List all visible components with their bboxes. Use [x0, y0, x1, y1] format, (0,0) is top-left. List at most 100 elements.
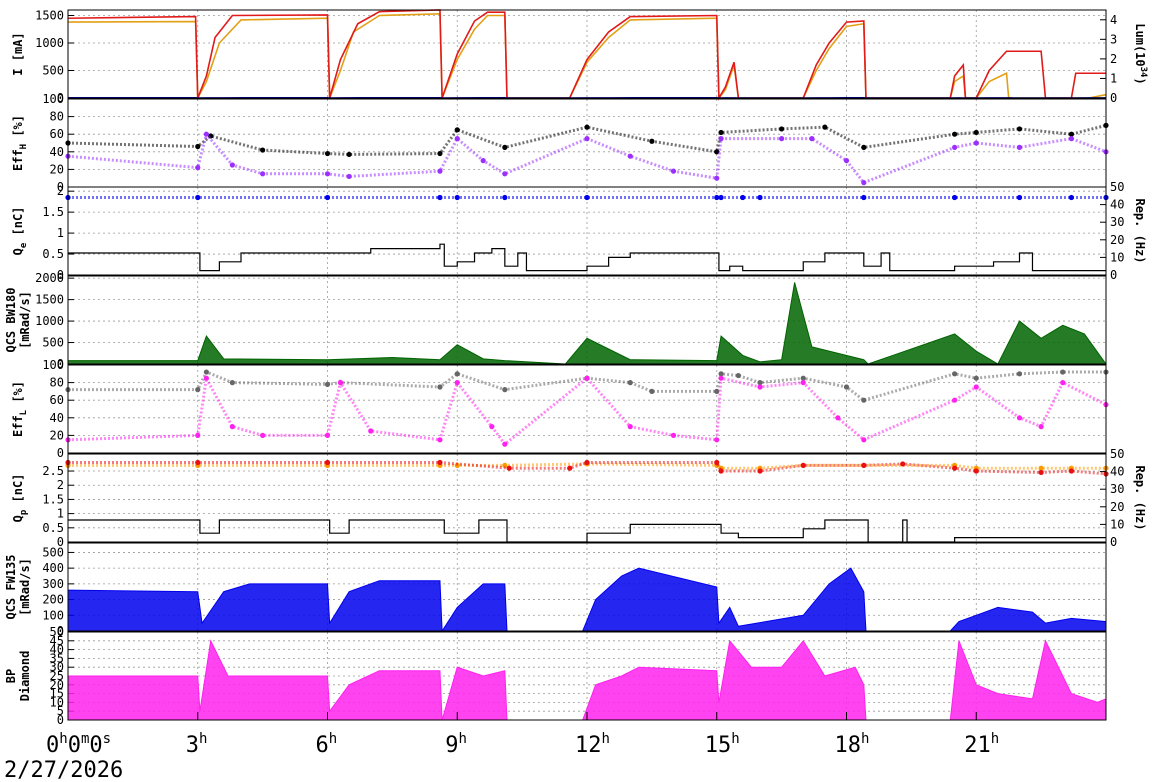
- panel-frame: [67, 275, 1107, 365]
- y-tick-label: 0: [57, 624, 64, 638]
- right-tick-label: 1: [1110, 71, 1117, 85]
- y-axis-label: QCS FW135[mRad/s]: [4, 554, 32, 619]
- y-tick-label: 1500: [35, 293, 64, 307]
- y-tick-label: 80: [50, 376, 64, 390]
- y-tick-label: 1: [57, 507, 64, 521]
- y-tick-label: 45: [50, 634, 64, 648]
- series-line: [68, 519, 1106, 543]
- y-tick-label: 2: [57, 478, 64, 492]
- y-tick-label: 0: [57, 357, 64, 371]
- y-axis-label: QCS BW180[mRad/s]: [4, 287, 32, 352]
- right-tick-label: 0: [1110, 268, 1117, 282]
- series-q-p-red: [65, 459, 1109, 477]
- y-tick-label: 5: [57, 704, 64, 718]
- y-tick-label: 0: [57, 535, 64, 549]
- panel-qe: 0 0.5 1 1.5 2 Qe [nC] 0 10 20 30 40 50 Rep. (Hz): [11, 180, 1147, 282]
- panel-frame: [67, 542, 1107, 632]
- right-tick-label: 3: [1110, 32, 1117, 46]
- series-trace: [67, 123, 1107, 156]
- right-axis-label: Rep. (Hz): [1133, 465, 1147, 530]
- x-axis: 0h0m0s 3h 6h 9h 12h 15h 18h 21h: [46, 712, 999, 758]
- y-tick-label: 400: [42, 561, 64, 575]
- x-tick-label: 15h: [705, 731, 740, 758]
- y-tick-label: 50: [50, 625, 64, 639]
- right-tick-label: 10: [1110, 517, 1124, 531]
- y-tick-label: 200: [42, 593, 64, 607]
- x-tick-label: 9h: [445, 731, 467, 758]
- y-tick-label: 500: [42, 545, 64, 559]
- x-tick-label: 21h: [964, 731, 999, 758]
- y-tick-label: 2000: [35, 271, 64, 285]
- series-bp-diamond-dose: [67, 639, 1107, 721]
- y-tick-label: 20: [50, 678, 64, 692]
- panel-effL: 0 20 40 60 80 100 EffL [%]: [11, 358, 1109, 460]
- y-tick-label: 1500: [35, 9, 64, 23]
- series-line: [67, 9, 1106, 101]
- y-tick-label: 0: [57, 446, 64, 460]
- y-tick-label: 60: [50, 393, 64, 407]
- right-tick-label: 30: [1110, 215, 1124, 229]
- y-tick-label: 30: [50, 660, 64, 674]
- series-qcs-bw180-dose: [67, 282, 1107, 365]
- y-tick-label: 1000: [35, 314, 64, 328]
- y-axis-label: BPDiamond: [4, 651, 32, 702]
- right-tick-label: 0: [1110, 91, 1117, 105]
- right-axis-label: Lum(1034): [1133, 23, 1148, 84]
- y-tick-label: 1.5: [42, 492, 64, 506]
- y-tick-label: 40: [50, 643, 64, 657]
- y-tick-label: 0.5: [42, 247, 64, 261]
- panel-frame: [67, 453, 1107, 543]
- y-tick-label: 0.5: [42, 521, 64, 535]
- panel-effH: 0 20 40 60 80 100 EffH [%]: [11, 92, 1109, 194]
- y-tick-label: 1000: [35, 36, 64, 50]
- y-tick-label: 40: [50, 411, 64, 425]
- panel-frame: [67, 186, 1107, 276]
- y-tick-label: 60: [50, 127, 64, 141]
- y-axis-label: Qp [nC]: [11, 474, 29, 523]
- right-tick-label: 50: [1110, 180, 1124, 194]
- y-tick-label: 1: [57, 226, 64, 240]
- y-tick-label: 35: [50, 651, 64, 665]
- panel-current: 0 500 1000 1500 I [mA] 0 1 2 3 4 Lum(1034): [11, 9, 1148, 106]
- series-trace: [68, 370, 1106, 402]
- y-tick-label: 100: [42, 92, 64, 106]
- y-axis-label: EffL [%]: [11, 381, 29, 437]
- y-tick-label: 1.5: [42, 205, 64, 219]
- y-tick-label: 2: [57, 184, 64, 198]
- right-tick-label: 40: [1110, 198, 1124, 212]
- y-tick-label: 2.5: [42, 464, 64, 478]
- right-tick-label: 40: [1110, 465, 1124, 479]
- series-q-e: [65, 194, 1109, 201]
- series-trace: [68, 461, 1107, 476]
- y-tick-label: 10: [50, 695, 64, 709]
- right-tick-label: 0: [1110, 535, 1117, 549]
- y-tick-label: 300: [42, 577, 64, 591]
- right-tick-label: 50: [1110, 447, 1124, 461]
- series-eff-l-gray: [65, 369, 1109, 403]
- x-tick-label: 3h: [186, 731, 208, 758]
- right-axis-label: Rep. (Hz): [1133, 198, 1147, 263]
- series-trace: [67, 131, 1107, 185]
- y-tick-label: 20: [50, 162, 64, 176]
- y-tick-label: 80: [50, 110, 64, 124]
- y-tick-label: 40: [50, 145, 64, 159]
- y-tick-label: 500: [42, 64, 64, 78]
- y-axis-label: EffH [%]: [11, 115, 29, 171]
- y-tick-label: 0: [57, 268, 64, 282]
- right-tick-label: 30: [1110, 482, 1124, 496]
- panel-frame: [67, 364, 1107, 454]
- series-ler-current: [67, 9, 1106, 101]
- series-rep-rate-p: [68, 519, 1106, 543]
- x-tick-label: 0h0m0s: [46, 731, 111, 758]
- y-tick-label: 0: [57, 180, 64, 194]
- series-eff-h-purple: [65, 131, 1109, 186]
- panel-frame: [67, 9, 1107, 99]
- y-tick-label: 20: [50, 428, 64, 442]
- panel-frame: [67, 98, 1107, 188]
- y-tick-label: 25: [50, 669, 64, 683]
- y-axis-label: Qe [nC]: [11, 207, 29, 256]
- series-rep-rate-e: [68, 243, 1106, 272]
- x-tick-label: 18h: [835, 731, 870, 758]
